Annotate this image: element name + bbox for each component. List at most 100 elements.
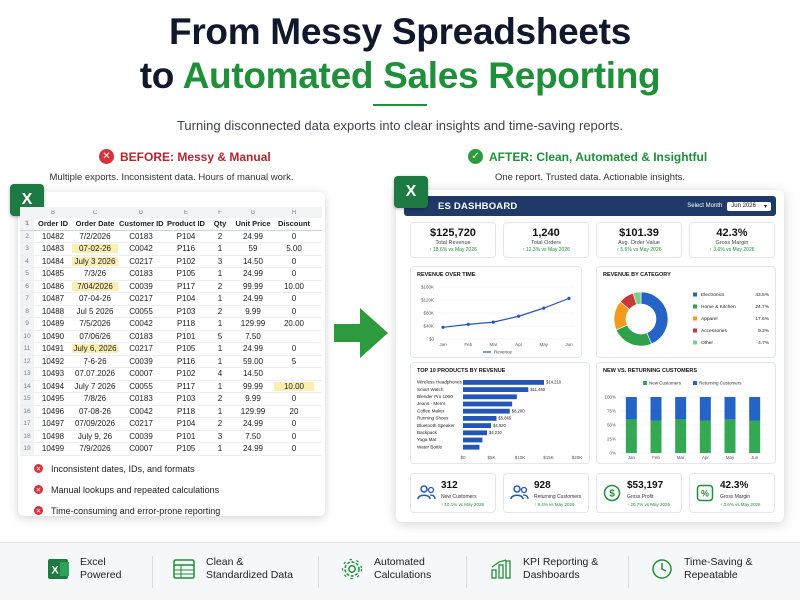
customer-bar-segment[interactable] bbox=[625, 419, 637, 453]
table-cell[interactable]: P101 bbox=[176, 431, 196, 441]
table-cell[interactable]: 10496 bbox=[41, 406, 65, 416]
table-cell[interactable]: C0217 bbox=[129, 419, 153, 429]
table-cell[interactable]: 0 bbox=[291, 294, 297, 304]
revenue-point[interactable] bbox=[517, 314, 521, 318]
table-cell[interactable]: C0055 bbox=[129, 381, 153, 391]
table-cell[interactable]: 10484 bbox=[41, 256, 65, 266]
product-bar[interactable] bbox=[463, 408, 510, 414]
table-cell[interactable]: C0183 bbox=[129, 394, 153, 404]
table-cell[interactable]: 9.99 bbox=[245, 306, 261, 316]
table-cell[interactable]: 99.99 bbox=[242, 381, 264, 391]
table-cell[interactable]: 0 bbox=[291, 256, 297, 266]
table-cell[interactable]: 2 bbox=[217, 306, 223, 316]
customer-bar-segment[interactable] bbox=[675, 397, 687, 420]
table-cell[interactable]: 5.00 bbox=[286, 244, 302, 254]
table-cell[interactable]: 10.00 bbox=[274, 381, 314, 391]
table-cell[interactable]: C0183 bbox=[129, 269, 153, 279]
table-cell[interactable]: C0217 bbox=[129, 294, 153, 304]
table-cell[interactable]: 07-04-26 bbox=[78, 294, 112, 304]
table-cell[interactable]: 0 bbox=[291, 306, 297, 316]
table-cell[interactable]: P104 bbox=[176, 419, 196, 429]
table-cell[interactable]: 10494 bbox=[41, 381, 65, 391]
table-cell[interactable]: P101 bbox=[176, 331, 196, 341]
table-cell[interactable]: 10499 bbox=[41, 444, 65, 454]
table-cell[interactable]: 1 bbox=[217, 294, 223, 304]
table-cell[interactable]: 59.00 bbox=[242, 356, 264, 366]
table-cell[interactable]: 10.00 bbox=[283, 281, 305, 291]
table-cell[interactable]: July 3 2026 bbox=[72, 256, 118, 266]
table-cell[interactable]: 1 bbox=[217, 381, 223, 391]
revenue-point[interactable] bbox=[491, 320, 495, 324]
table-cell[interactable]: C0055 bbox=[129, 306, 153, 316]
table-cell[interactable]: C0217 bbox=[129, 256, 153, 266]
table-cell[interactable]: 10492 bbox=[41, 356, 65, 366]
table-cell[interactable]: C0007 bbox=[129, 369, 153, 379]
customer-bar-segment[interactable] bbox=[625, 397, 637, 420]
table-cell[interactable]: P104 bbox=[176, 294, 196, 304]
table-cell[interactable]: 24.99 bbox=[242, 231, 264, 241]
table-cell[interactable]: P102 bbox=[176, 256, 196, 266]
table-cell[interactable]: P118 bbox=[176, 406, 196, 416]
table-cell[interactable]: 59 bbox=[248, 244, 258, 254]
customer-bar-segment[interactable] bbox=[724, 397, 736, 420]
table-cell[interactable]: 07/09/2026 bbox=[74, 419, 116, 429]
customer-bar-segment[interactable] bbox=[675, 419, 687, 453]
table-cell[interactable]: 9.99 bbox=[245, 394, 261, 404]
table-cell[interactable]: 5 bbox=[217, 331, 223, 341]
table-cell[interactable]: 14.50 bbox=[242, 256, 264, 266]
customer-bar-segment[interactable] bbox=[650, 397, 662, 421]
revenue-point[interactable] bbox=[542, 306, 546, 310]
month-select[interactable]: Jun 2026 ▾ bbox=[727, 201, 771, 211]
product-bar[interactable] bbox=[463, 401, 513, 407]
table-cell[interactable]: 10497 bbox=[41, 419, 65, 429]
table-cell[interactable]: 0 bbox=[291, 231, 297, 241]
table-cell[interactable]: C0039 bbox=[129, 281, 153, 291]
customer-bar-segment[interactable] bbox=[699, 420, 711, 453]
table-cell[interactable]: 2 bbox=[217, 419, 223, 429]
table-cell[interactable]: 0 bbox=[291, 431, 297, 441]
table-cell[interactable]: P103 bbox=[176, 394, 196, 404]
revenue-point[interactable] bbox=[441, 325, 445, 329]
donut-slice[interactable] bbox=[632, 291, 642, 306]
table-cell[interactable]: 10482 bbox=[41, 231, 65, 241]
table-cell[interactable]: July 6, 2026 bbox=[72, 344, 118, 354]
table-cell[interactable]: C0183 bbox=[129, 231, 153, 241]
table-cell[interactable]: 7/3/26 bbox=[83, 269, 107, 279]
table-cell[interactable]: 07/06/26 bbox=[79, 331, 111, 341]
table-cell[interactable]: P117 bbox=[176, 381, 196, 391]
product-bar[interactable] bbox=[463, 423, 492, 428]
table-cell[interactable]: C0042 bbox=[129, 406, 153, 416]
product-bar[interactable] bbox=[463, 444, 480, 450]
table-cell[interactable]: 1 bbox=[217, 319, 223, 329]
table-cell[interactable]: 5 bbox=[291, 356, 297, 366]
table-cell[interactable]: 24.99 bbox=[242, 294, 264, 304]
table-cell[interactable]: Jul 5 2026 bbox=[76, 306, 114, 316]
table-cell[interactable]: 10495 bbox=[41, 394, 65, 404]
table-cell[interactable]: 24.99 bbox=[242, 344, 264, 354]
table-cell[interactable]: P105 bbox=[176, 269, 196, 279]
table-cell[interactable]: 10488 bbox=[41, 306, 65, 316]
table-cell[interactable]: 10490 bbox=[41, 331, 65, 341]
table-cell[interactable]: C0217 bbox=[129, 344, 153, 354]
table-cell[interactable]: 7/2/2026 bbox=[79, 231, 111, 241]
table-cell[interactable]: 129.99 bbox=[240, 406, 266, 416]
table-cell[interactable]: 10498 bbox=[41, 431, 65, 441]
table-cell[interactable]: 24.99 bbox=[242, 444, 264, 454]
product-bar[interactable] bbox=[463, 394, 517, 400]
table-cell[interactable]: 1 bbox=[217, 444, 223, 454]
donut-slice[interactable] bbox=[615, 324, 652, 347]
customer-bar-segment[interactable] bbox=[749, 420, 761, 453]
table-cell[interactable]: 7-6-26 bbox=[83, 356, 107, 366]
table-cell[interactable]: 3 bbox=[217, 431, 223, 441]
table-cell[interactable]: 1 bbox=[217, 269, 223, 279]
table-cell[interactable]: 3 bbox=[217, 256, 223, 266]
table-cell[interactable]: 0 bbox=[291, 419, 297, 429]
table-cell[interactable]: P103 bbox=[176, 306, 196, 316]
table-cell[interactable]: P105 bbox=[176, 344, 196, 354]
table-cell[interactable]: P117 bbox=[176, 281, 196, 291]
table-cell[interactable]: C0007 bbox=[129, 444, 153, 454]
donut-slice[interactable] bbox=[640, 291, 669, 345]
table-cell[interactable]: 7.50 bbox=[245, 431, 261, 441]
table-cell[interactable]: July 7 2026 bbox=[74, 381, 116, 391]
product-bar[interactable] bbox=[463, 416, 497, 421]
